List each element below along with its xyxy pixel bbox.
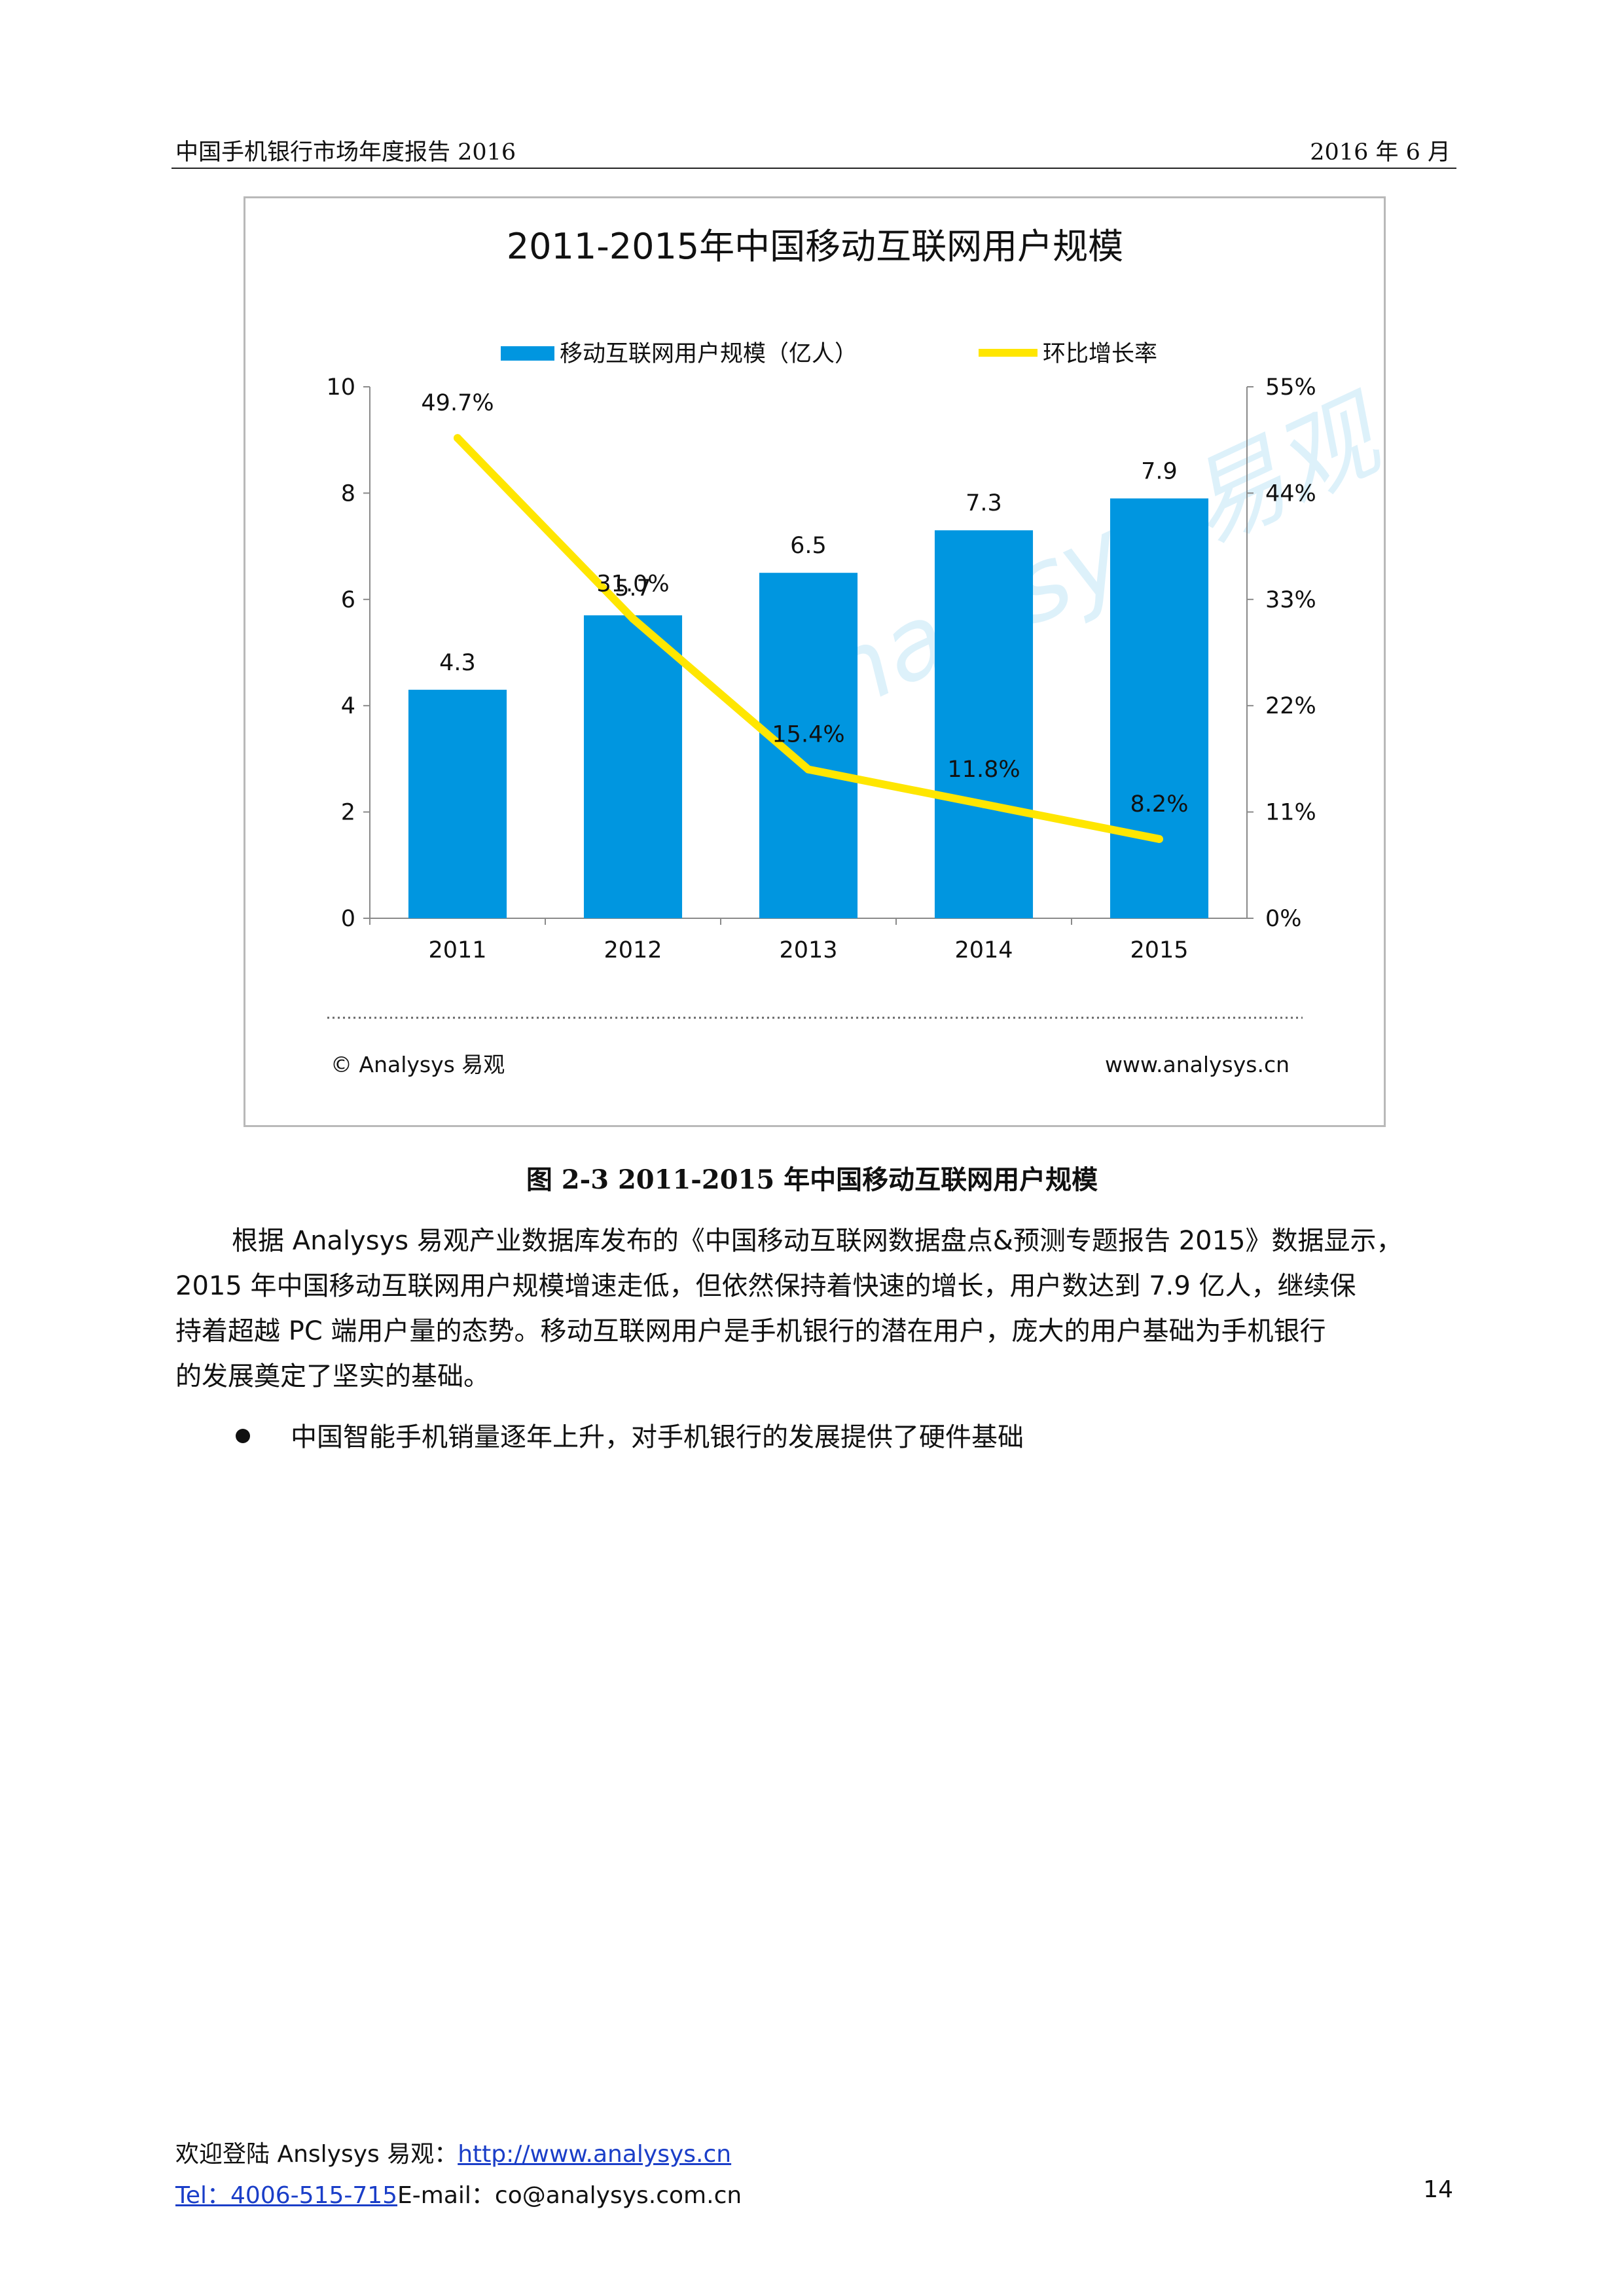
bar	[408, 689, 507, 918]
website-link[interactable]: http://www.analysys.cn	[458, 2141, 732, 2168]
page-footer-welcome: 欢迎登陆 Anslysys 易观：http://www.analysys.cn	[175, 2135, 731, 2169]
y-right-tick-label: 55%	[1265, 374, 1316, 401]
x-tick-label: 2015	[1130, 937, 1188, 963]
email-text: E-mail：co@analysys.com.cn	[397, 2182, 742, 2209]
paragraph-line: 2015 年中国移动互联网用户规模增速走低，但依然保持着快速的增长，用户数达到 …	[175, 1271, 1356, 1301]
growth-rate-label: 49.7%	[421, 390, 494, 416]
bar-value-label: 4.3	[439, 650, 476, 676]
y-left-tick-label: 8	[341, 480, 355, 507]
running-header-date: 2016 年 6 月	[1310, 139, 1451, 166]
y-left-tick-label: 10	[326, 374, 355, 401]
growth-rate-point	[629, 615, 637, 623]
y-right-tick-label: 11%	[1265, 800, 1316, 826]
y-right-tick-label: 44%	[1265, 480, 1316, 507]
y-left-tick-label: 2	[341, 800, 355, 826]
x-tick-label: 2011	[428, 937, 486, 963]
bar-value-label: 5.7	[615, 575, 651, 601]
bullet-dot-icon	[236, 1429, 250, 1443]
running-header-title: 中国手机银行市场年度报告 2016	[175, 139, 516, 166]
y-left-tick-label: 0	[341, 906, 355, 932]
tel-link[interactable]: Tel：4006-515-715	[175, 2182, 398, 2209]
legend-label-bar: 移动互联网用户规模（亿人）	[560, 341, 857, 367]
y-right-tick-label: 33%	[1265, 587, 1316, 613]
growth-rate-point	[1155, 834, 1163, 843]
bullet-text: 中国智能手机销量逐年上升，对手机银行的发展提供了硬件基础	[291, 1422, 1024, 1452]
bar-value-label: 6.5	[790, 533, 827, 559]
x-tick-label: 2012	[604, 937, 662, 963]
growth-rate-label: 31.0%	[596, 571, 669, 597]
growth-rate-point	[980, 800, 988, 808]
bar	[1110, 498, 1209, 918]
figure-caption: 图 2-3 2011-2015 年中国移动互联网用户规模	[526, 1164, 1098, 1195]
header-rule	[171, 168, 1456, 169]
x-tick-label: 2013	[779, 937, 837, 963]
y-left-tick-label: 4	[341, 693, 355, 719]
growth-rate-point	[454, 434, 461, 442]
growth-rate-label: 8.2%	[1130, 791, 1189, 817]
chart-axes: 0 2 4 6 8 10 0% 11% 22% 33% 44% 55% 2011 2012 2013 2014…	[326, 374, 1316, 963]
legend-swatch-bar	[501, 346, 554, 361]
body-paragraph: 根据 Analysys 易观产业数据库发布的《中国移动互联网数据盘点&预测专题报…	[175, 1219, 1457, 1399]
data-labels: 4.3 5.7 6.5 7.3 7.9 49.7% 31.0% 15.4% 11.8% 8.2%	[421, 390, 1188, 817]
y-right-tick-label: 0%	[1265, 906, 1302, 932]
x-tick-label: 2014	[954, 937, 1013, 963]
paragraph-line: 根据 Analysys 易观产业数据库发布的《中国移动互联网数据盘点&预测专题报…	[232, 1226, 1403, 1256]
growth-rate-label: 11.8%	[947, 757, 1020, 783]
paragraph-line: 的发展奠定了坚实的基础。	[175, 1361, 490, 1391]
page-number: 14	[1423, 2176, 1453, 2203]
bar-series	[408, 498, 1209, 918]
figure-site: www.analysys.cn	[1105, 1052, 1290, 1077]
figure-frame: 2011-2015年中国移动互联网用户规模 移动互联网用户规模（亿人） 环比增长…	[244, 196, 1386, 1127]
line-series	[454, 434, 1163, 843]
growth-rate-label: 15.4%	[772, 722, 844, 748]
bullet-item: 中国智能手机销量逐年上升，对手机银行的发展提供了硬件基础	[236, 1416, 1024, 1454]
y-right-tick-label: 22%	[1265, 693, 1316, 719]
page-footer-contact: Tel：4006-515-715E-mail：co@analysys.com.c…	[175, 2176, 742, 2210]
chart-title: 2011-2015年中国移动互联网用户规模	[507, 226, 1123, 267]
y-left-tick-label: 6	[341, 587, 355, 613]
chart: 2011-2015年中国移动互联网用户规模 移动互联网用户规模（亿人） 环比增长…	[326, 226, 1384, 1077]
growth-rate-point	[804, 765, 812, 774]
bar	[583, 615, 683, 918]
legend-label-line: 环比增长率	[1043, 341, 1157, 367]
welcome-text: 欢迎登陆 Anslysys 易观：	[175, 2141, 458, 2168]
bar-value-label: 7.3	[965, 490, 1002, 516]
figure-copyright: © Analysys 易观	[331, 1052, 505, 1077]
paragraph-line: 持着超越 PC 端用户量的态势。移动互联网用户是手机银行的潜在用户，庞大的用户基…	[175, 1316, 1326, 1346]
bar	[934, 530, 1034, 918]
bar-value-label: 7.9	[1141, 459, 1178, 485]
